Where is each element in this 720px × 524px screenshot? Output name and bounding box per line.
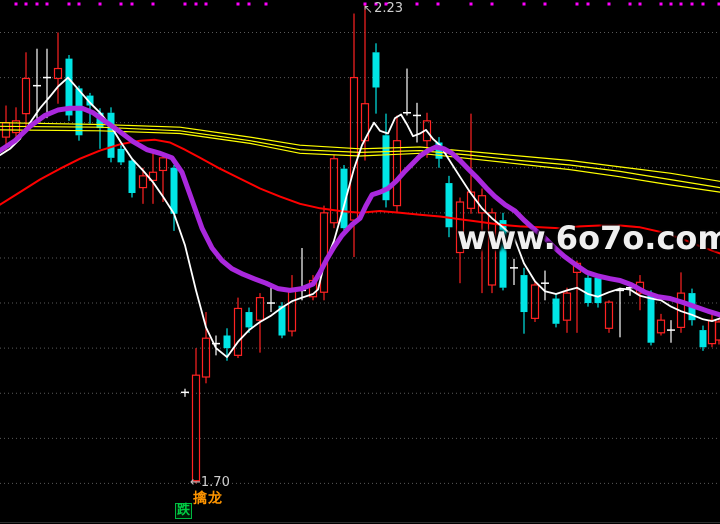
high-price-value: 2.23 <box>374 1 404 16</box>
site-watermark: www.6o7o.com <box>457 219 720 257</box>
high-price-annotation: ↖2.23 <box>363 1 403 16</box>
low-arrow-icon: ← <box>190 475 201 490</box>
chart-bottom-border <box>0 522 720 523</box>
low-price-value: 1.70 <box>200 475 230 490</box>
indicator-name-label: 擒龙 <box>193 491 223 507</box>
low-price-annotation: ←1.70 <box>190 475 230 490</box>
high-arrow-icon: ↖ <box>363 2 374 16</box>
signal-badge-fall: 跌 <box>175 503 193 519</box>
